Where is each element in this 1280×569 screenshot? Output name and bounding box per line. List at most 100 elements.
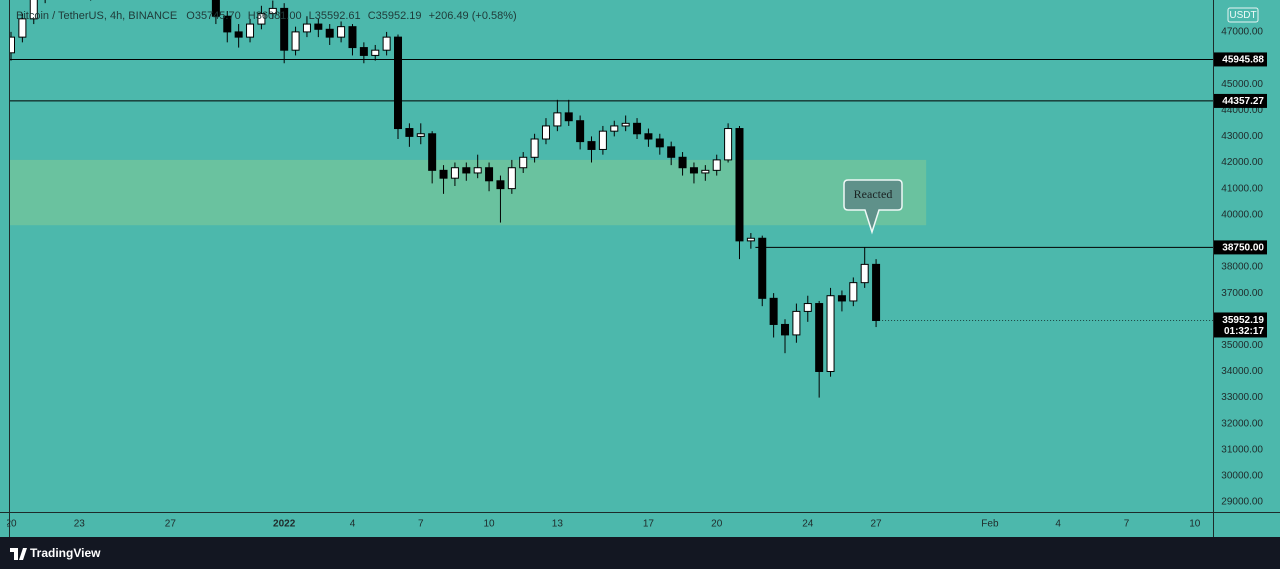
candle-body — [644, 133, 653, 140]
footer-bar — [0, 537, 1280, 569]
candle-body — [337, 26, 346, 38]
candle-body — [211, 0, 220, 17]
countdown-label: 01:32:17 — [1224, 326, 1264, 337]
y-tick-label: 31000.00 — [1221, 444, 1263, 455]
level-label: 44357.27 — [1222, 96, 1264, 107]
candle-body — [781, 323, 790, 336]
x-tick-label: 24 — [802, 519, 814, 530]
y-tick-label: 37000.00 — [1221, 288, 1263, 299]
x-tick-label: 7 — [418, 519, 424, 530]
level-label: 38750.00 — [1222, 243, 1264, 254]
candle-body — [701, 169, 710, 174]
candle-body — [280, 7, 289, 51]
candle-body — [348, 26, 357, 49]
y-tick-label: 40000.00 — [1221, 209, 1263, 220]
candle-body — [860, 263, 869, 284]
x-tick-label: 10 — [1189, 519, 1201, 530]
x-tick-label: 17 — [643, 519, 655, 530]
candle-body — [325, 28, 334, 38]
chart-background — [0, 0, 1280, 537]
y-tick-label: 34000.00 — [1221, 366, 1263, 377]
time-axis: 20 23 27 2022 4 7 10 13 17 20 24 27 Feb 4 7 10 — [5, 519, 1201, 530]
candle-body — [598, 130, 607, 150]
candle-body — [564, 112, 573, 122]
candle-body — [849, 282, 858, 302]
x-tick-label: 4 — [1055, 519, 1061, 530]
y-tick-label: 41000.00 — [1221, 183, 1263, 194]
level-label-box — [1214, 52, 1267, 67]
symbol: Bitcoin / TetherUS, 4h, BINANCE — [16, 10, 177, 22]
candle-body — [815, 303, 824, 372]
annotation-callout: Reacted — [843, 179, 903, 235]
candle-body — [667, 146, 676, 158]
candle-body — [655, 138, 664, 148]
x-tick-label: 20 — [711, 519, 723, 530]
candle-body — [507, 167, 516, 190]
candle-body — [587, 141, 596, 150]
header-open: O35745.70 — [186, 10, 240, 22]
candle-body — [462, 167, 471, 174]
x-tick-label: 20 — [5, 519, 17, 530]
candle-body — [268, 7, 277, 15]
candle-body — [678, 156, 687, 169]
x-tick-label: Feb — [981, 519, 999, 530]
y-tick-label: 29000.00 — [1221, 497, 1263, 508]
candle-body — [541, 125, 550, 140]
header-high: H36081.00 — [248, 10, 302, 22]
level-label-box — [1214, 93, 1267, 108]
y-tick-label: 35000.00 — [1221, 340, 1263, 351]
candle-body — [371, 49, 380, 56]
x-tick-label: 23 — [74, 519, 86, 530]
candle-body — [621, 122, 630, 127]
candle-body — [758, 237, 767, 299]
candle-body — [746, 237, 755, 242]
candle-body — [314, 23, 323, 30]
tradingview-logo — [10, 548, 27, 560]
y-tick-label: 32000.00 — [1221, 418, 1263, 429]
candle-body — [769, 297, 778, 325]
x-tick-label: 10 — [484, 519, 496, 530]
level-label: 45945.88 — [1222, 55, 1264, 66]
candle-body — [405, 128, 414, 137]
candle-body — [416, 133, 425, 137]
candle-body — [18, 18, 27, 38]
y-tick-label: 43000.00 — [1221, 131, 1263, 142]
y-tick-label: 44000.00 — [1221, 105, 1263, 116]
candle-body — [485, 167, 494, 182]
candle-body — [735, 128, 744, 242]
chart-header: Bitcoin / TetherUS, 4h, BINANCE O35745.7… — [16, 10, 517, 22]
candle-body — [473, 167, 482, 174]
candle-body — [428, 133, 437, 171]
candle-body — [302, 23, 311, 33]
candle-body — [394, 36, 403, 130]
x-tick-label: 27 — [165, 519, 177, 530]
candle-body — [359, 47, 368, 56]
candle-body — [553, 112, 562, 127]
candle-body — [519, 156, 528, 169]
candle-body — [382, 36, 391, 51]
header-low: L35592.61 — [309, 10, 361, 22]
candle-body — [29, 0, 38, 20]
currency[interactable]: USDT — [1229, 10, 1256, 21]
y-tick-label: 38000.00 — [1221, 262, 1263, 273]
candle-body — [837, 295, 846, 302]
candle-body — [803, 303, 812, 312]
y-tick-label: 47000.00 — [1221, 27, 1263, 38]
header-change: +206.49 (+0.58%) — [429, 10, 517, 22]
candle-body — [576, 120, 585, 143]
last-price-label: 35952.19 — [1222, 315, 1264, 326]
y-tick-label: 45000.00 — [1221, 79, 1263, 90]
header-close: C35952.19 — [368, 10, 422, 22]
candle-body — [712, 159, 721, 171]
candle-body — [246, 23, 255, 38]
candle-body — [689, 167, 698, 174]
candle-body — [496, 180, 505, 190]
candle-body — [291, 31, 300, 51]
callout-shape — [843, 179, 903, 235]
candle-body — [724, 128, 733, 161]
candle-body — [450, 167, 459, 179]
candle-body — [633, 122, 642, 135]
currency-box[interactable] — [1227, 7, 1259, 23]
